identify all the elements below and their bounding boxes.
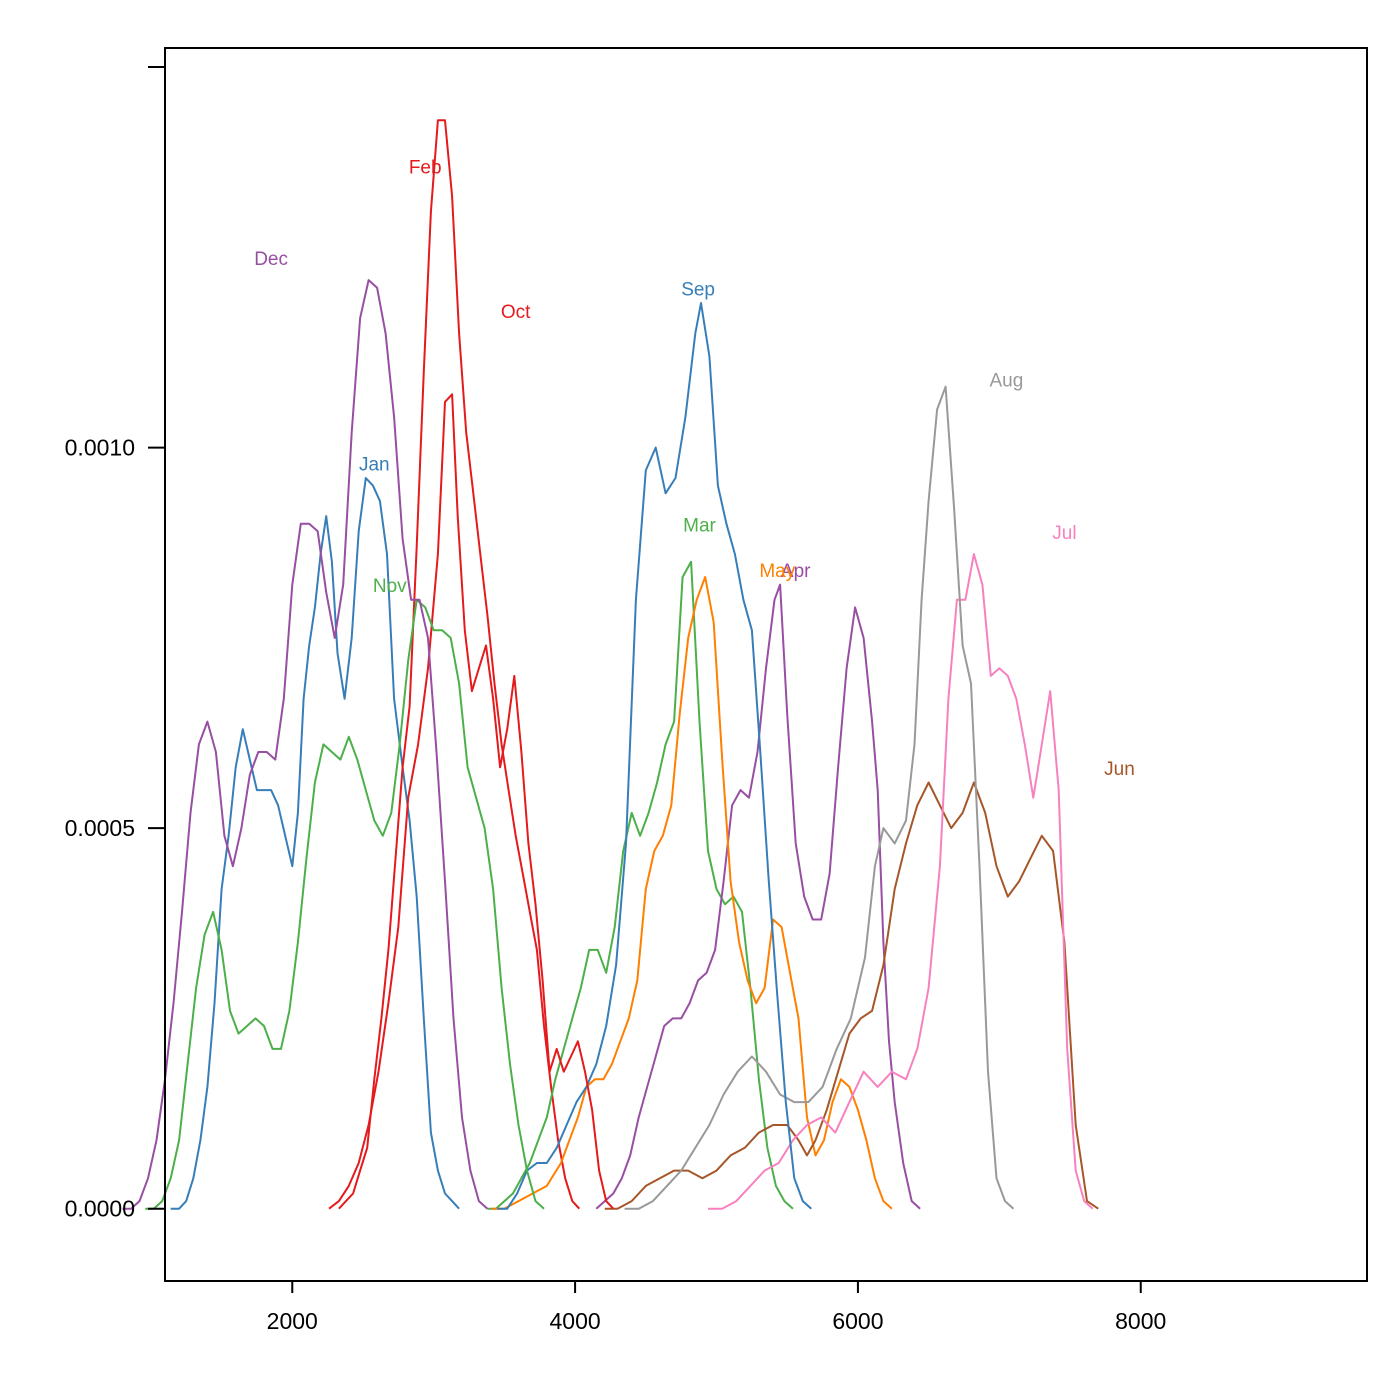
series-label-nov: Nov [373, 576, 407, 597]
series-line-nov [145, 598, 545, 1210]
series-line-jan [170, 477, 460, 1210]
series-line-dec [122, 279, 489, 1210]
y-tick-label: 0.0005 [65, 815, 135, 841]
series-label-aug: Aug [989, 371, 1023, 392]
series-line-apr [595, 583, 921, 1210]
series-label-jul: Jul [1052, 523, 1076, 544]
series-label-oct: Oct [501, 302, 531, 323]
y-tick-label: 0.0000 [65, 1196, 135, 1222]
series-label-mar: Mar [683, 515, 716, 536]
series-label-apr: Apr [781, 561, 811, 582]
axis-layer: 2000 4000 6000 8000 0.0000 0.0005 0.0010 [65, 66, 1166, 1334]
series-line-oct [328, 393, 615, 1210]
series-line-mar [487, 560, 794, 1210]
series-line-jun [604, 781, 1099, 1210]
series-label-feb: Feb [409, 158, 442, 179]
x-tick-label: 2000 [267, 1308, 318, 1334]
x-tick-label: 4000 [550, 1308, 601, 1334]
series-label-jun: Jun [1104, 759, 1135, 780]
y-tick-label: 0.0010 [65, 435, 135, 461]
series-line-may [491, 576, 893, 1210]
x-tick-label: 8000 [1115, 1308, 1166, 1334]
series-label-may: May [759, 561, 795, 582]
series-label-dec: Dec [254, 249, 288, 270]
series-label-sep: Sep [681, 279, 715, 300]
series-line-sep [497, 302, 812, 1210]
series-line-aug [624, 385, 1015, 1210]
series-label-jan: Jan [359, 454, 390, 475]
series-line-feb [338, 119, 581, 1210]
x-tick-label: 6000 [832, 1308, 883, 1334]
plot-frame [164, 47, 1368, 1282]
series-layer [122, 119, 1099, 1210]
